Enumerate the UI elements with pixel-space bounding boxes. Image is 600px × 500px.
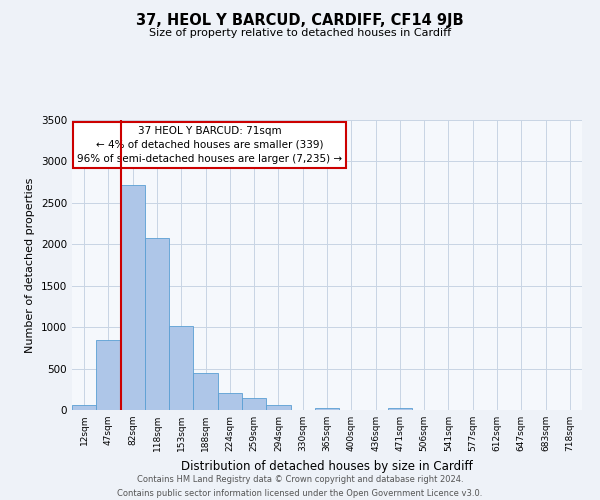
Bar — [242, 398, 266, 410]
Y-axis label: Number of detached properties: Number of detached properties — [25, 178, 35, 352]
Bar — [315, 408, 339, 410]
Bar — [218, 394, 242, 410]
Bar — [96, 340, 121, 410]
Bar — [145, 238, 169, 410]
Bar — [388, 408, 412, 410]
Bar — [121, 184, 145, 410]
Text: Size of property relative to detached houses in Cardiff: Size of property relative to detached ho… — [149, 28, 451, 38]
Bar — [193, 372, 218, 410]
Bar — [169, 326, 193, 410]
Bar — [72, 406, 96, 410]
Text: 37 HEOL Y BARCUD: 71sqm
← 4% of detached houses are smaller (339)
96% of semi-de: 37 HEOL Y BARCUD: 71sqm ← 4% of detached… — [77, 126, 342, 164]
Bar — [266, 406, 290, 410]
Text: 37, HEOL Y BARCUD, CARDIFF, CF14 9JB: 37, HEOL Y BARCUD, CARDIFF, CF14 9JB — [136, 12, 464, 28]
Text: Contains HM Land Registry data © Crown copyright and database right 2024.
Contai: Contains HM Land Registry data © Crown c… — [118, 476, 482, 498]
X-axis label: Distribution of detached houses by size in Cardiff: Distribution of detached houses by size … — [181, 460, 473, 472]
